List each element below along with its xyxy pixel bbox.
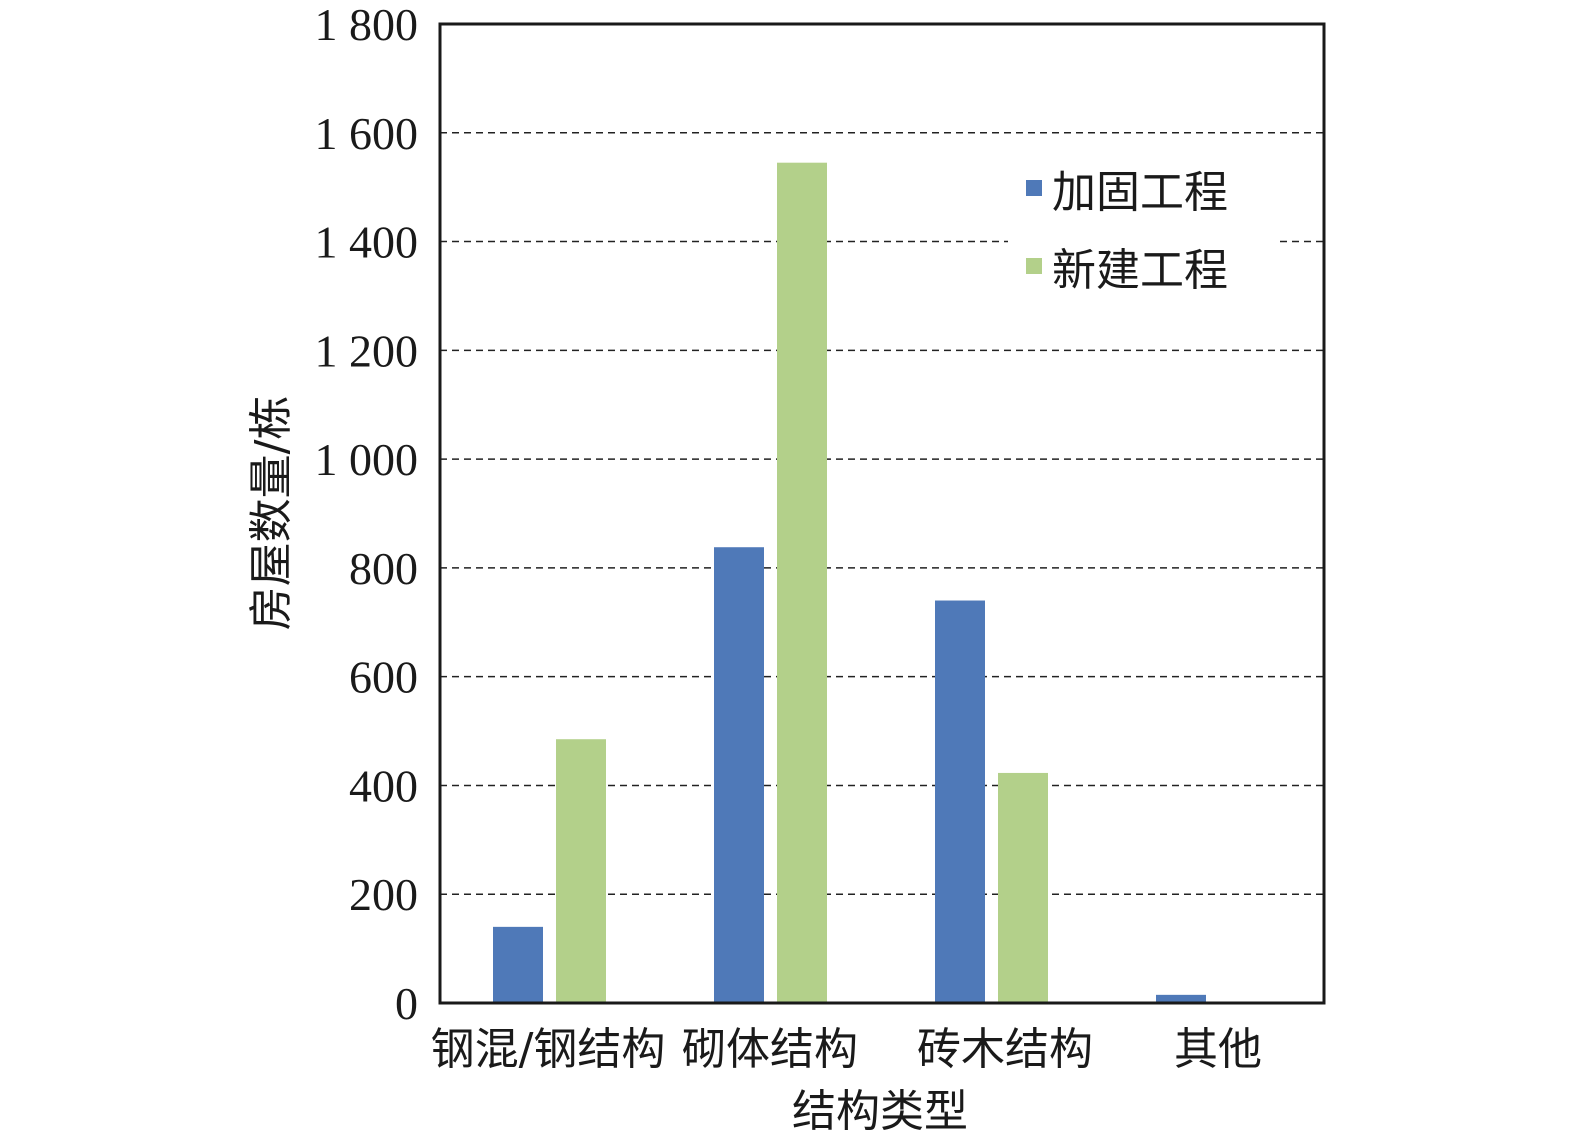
bar-3-series-0 — [1156, 994, 1206, 1003]
legend-swatch-reinforcement — [1026, 180, 1042, 196]
y-tick-label-800: 800 — [349, 543, 418, 594]
y-tick-label-200: 200 — [349, 869, 418, 920]
y-tick-label-1400: 1 400 — [315, 217, 419, 268]
legend-label-reinforcement: 加固工程 — [1052, 167, 1228, 218]
y-tick-label-1000: 1 000 — [315, 434, 419, 485]
x-tick-label-3: 其他 — [1174, 1024, 1262, 1075]
x-tick-label-0: 钢混/钢结构 — [431, 1024, 666, 1075]
x-tick-label-1: 砌体结构 — [682, 1024, 858, 1075]
y-tick-label-1800: 1 800 — [315, 0, 419, 50]
bar-0-series-1 — [556, 739, 606, 1003]
y-tick-label-400: 400 — [349, 760, 418, 811]
legend-swatch-new-construction — [1026, 258, 1042, 274]
legend-background — [1008, 160, 1280, 310]
y-tick-label-1600: 1 600 — [315, 108, 419, 159]
legend: 加固工程 新建工程 — [1008, 160, 1280, 310]
y-axis-title: 房屋数量/栋 — [246, 396, 297, 631]
bar-2-series-1 — [998, 772, 1048, 1003]
x-axis-title: 结构类型 — [792, 1086, 968, 1137]
x-axis-ticks: 钢混/钢结构 砌体结构 砖木结构 其他 — [431, 1024, 1262, 1075]
y-tick-label-0: 0 — [395, 978, 418, 1029]
bar-2-series-0 — [935, 600, 985, 1003]
bar-0-series-0 — [493, 926, 543, 1003]
bars — [493, 162, 1206, 1004]
y-tick-label-600: 600 — [349, 652, 418, 703]
plot-frame — [438, 22, 1326, 1005]
y-axis-ticks: 0 200 400 600 800 1 000 1 200 1 400 1 600 1 800 — [315, 0, 419, 1029]
y-tick-label-1200: 1 200 — [315, 325, 419, 376]
bar-1-series-0 — [714, 547, 764, 1003]
legend-label-new-construction: 新建工程 — [1052, 245, 1228, 296]
x-tick-label-2: 砖木结构 — [917, 1024, 1093, 1075]
bar-1-series-1 — [777, 162, 827, 1004]
